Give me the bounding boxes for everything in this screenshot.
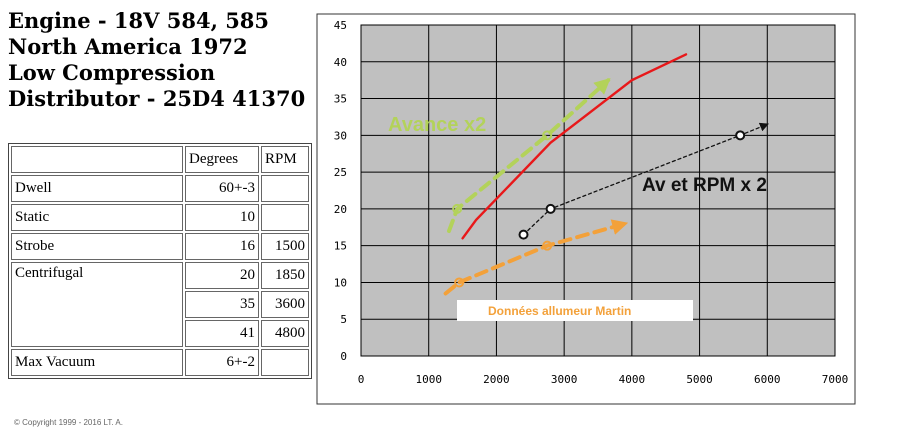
table-row: Dwell 60+-3 <box>11 175 309 202</box>
y-tick-label: 0 <box>340 350 347 363</box>
annotation-martin-box <box>457 300 693 321</box>
y-tick-label: 35 <box>334 93 347 106</box>
copyright-notice: © Copyright 1999 - 2016 LT. A. <box>14 418 123 427</box>
row-degrees: 6+-2 <box>185 349 259 376</box>
data-point <box>545 203 556 214</box>
heading-engine: Engine - 18V 584, 585 <box>8 8 270 33</box>
x-axis-ticks: 0 1000 2000 3000 4000 5000 6000 7000 <box>358 373 849 386</box>
table-row: 35 3600 <box>11 291 309 318</box>
table-header-row: Degrees RPM <box>11 146 309 173</box>
table-header-degrees: Degrees <box>185 146 259 173</box>
row-rpm: 1500 <box>261 233 309 260</box>
data-point <box>542 130 553 141</box>
series-line-2 <box>522 122 769 236</box>
x-tick-label: 7000 <box>822 373 849 386</box>
series-lines <box>443 53 769 296</box>
row-degrees: 20 <box>185 262 259 289</box>
data-point <box>542 240 553 251</box>
y-tick-label: 5 <box>340 313 347 326</box>
annotation-av-rpm: Av et RPM x 2 <box>642 175 767 196</box>
row-rpm: 4800 <box>261 320 309 347</box>
heading-market: North America 1972 <box>8 34 248 59</box>
x-tick-label: 2000 <box>483 373 510 386</box>
data-point <box>452 203 463 214</box>
data-point <box>735 130 746 141</box>
row-rpm <box>261 349 309 376</box>
table-row: Strobe 16 1500 <box>11 233 309 260</box>
annotation-avance: Avance x2 <box>388 114 486 136</box>
y-tick-label: 10 <box>334 276 347 289</box>
x-tick-label: 5000 <box>686 373 713 386</box>
table-row: Static 10 <box>11 204 309 231</box>
table-row: Centrifugal 20 1850 <box>11 262 309 347</box>
series-line-3 <box>443 219 629 296</box>
x-tick-label: 4000 <box>619 373 646 386</box>
row-degrees: 16 <box>185 233 259 260</box>
table-header-blank <box>11 146 183 173</box>
y-tick-label: 25 <box>334 166 347 179</box>
x-tick-label: 0 <box>358 373 365 386</box>
row-label: Dwell <box>11 175 183 202</box>
series-points <box>452 130 746 288</box>
x-tick-label: 1000 <box>415 373 442 386</box>
y-tick-label: 40 <box>334 56 347 69</box>
data-point <box>454 277 465 288</box>
row-degrees: 60+-3 <box>185 175 259 202</box>
ignition-spec-table: Degrees RPM Dwell 60+-3 Static 10 Strobe… <box>8 143 312 379</box>
row-label: Strobe <box>11 233 183 260</box>
grid-lines <box>360 24 836 357</box>
series-line-0 <box>461 53 688 240</box>
y-axis-ticks: 0 5 10 15 20 25 30 35 40 45 <box>334 19 347 363</box>
row-degrees: 41 <box>185 320 259 347</box>
row-rpm <box>261 175 309 202</box>
heading-distributor: Distributor - 25D4 41370 <box>8 86 306 111</box>
heading-compression: Low Compression <box>8 60 216 85</box>
x-tick-label: 6000 <box>754 373 781 386</box>
row-rpm: 1850 <box>261 262 309 289</box>
row-degrees: 35 <box>185 291 259 318</box>
y-tick-label: 15 <box>334 240 347 253</box>
data-point <box>518 229 529 240</box>
series-line-1 <box>447 78 611 233</box>
x-tick-label: 3000 <box>551 373 578 386</box>
table-row: Max Vacuum 6+-2 <box>11 349 309 376</box>
page-heading: Engine - 18V 584, 585 North America 1972… <box>8 8 308 112</box>
y-tick-label: 45 <box>334 19 347 32</box>
row-label: Static <box>11 204 183 231</box>
y-tick-label: 30 <box>334 129 347 142</box>
table-row: 41 4800 <box>11 320 309 347</box>
table-header-rpm: RPM <box>261 146 309 173</box>
row-rpm: 3600 <box>261 291 309 318</box>
annotation-martin: Données allumeur Martin <box>488 304 631 318</box>
row-label: Max Vacuum <box>11 349 183 376</box>
row-rpm <box>261 204 309 231</box>
y-tick-label: 20 <box>334 203 347 216</box>
row-degrees: 10 <box>185 204 259 231</box>
row-label: Centrifugal <box>11 262 183 347</box>
